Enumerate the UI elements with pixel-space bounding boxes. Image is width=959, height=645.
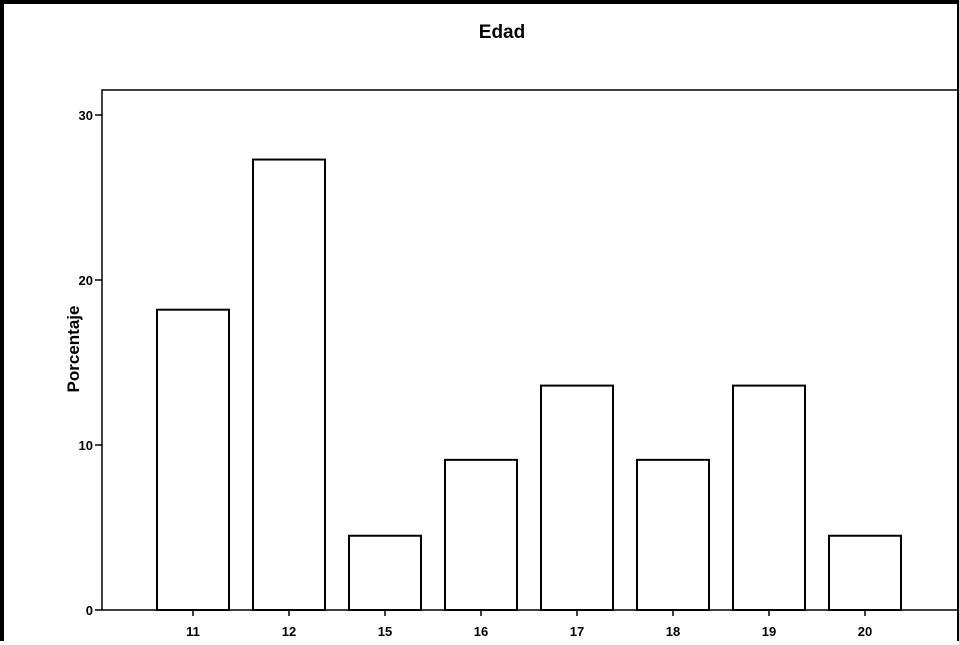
bar-11 bbox=[156, 308, 230, 611]
y-axis-label: Porcentaje bbox=[64, 306, 83, 393]
bar-16 bbox=[444, 458, 518, 611]
bars bbox=[156, 158, 902, 612]
y-tick-label: 0 bbox=[86, 603, 93, 618]
x-tick-label: 19 bbox=[762, 624, 776, 639]
bar-20 bbox=[828, 534, 902, 611]
y-tick-label: 30 bbox=[79, 108, 93, 123]
bar-17 bbox=[540, 384, 614, 611]
plot-area bbox=[101, 89, 959, 611]
bar-19 bbox=[732, 384, 806, 611]
chart-title: Edad bbox=[479, 22, 525, 43]
x-tick-label: 11 bbox=[186, 624, 200, 639]
y-tick-label: 10 bbox=[79, 438, 93, 453]
x-tick-label: 16 bbox=[474, 624, 488, 639]
bar-chart: Edad Porcentaje 0 10 20 30 11 12 15 16 17 18 19 20 bbox=[64, 22, 959, 639]
x-axis: 11 12 15 16 17 18 19 20 bbox=[186, 610, 872, 639]
x-tick-label: 18 bbox=[666, 624, 680, 639]
bar-18 bbox=[636, 458, 710, 611]
x-tick-label: 20 bbox=[858, 624, 872, 639]
y-axis: 0 10 20 30 bbox=[79, 108, 102, 618]
x-tick-label: 17 bbox=[570, 624, 584, 639]
x-tick-label: 15 bbox=[378, 624, 392, 639]
y-tick-label: 20 bbox=[79, 273, 93, 288]
x-tick-label: 12 bbox=[282, 624, 296, 639]
bar-12 bbox=[252, 158, 326, 612]
bar-15 bbox=[348, 534, 422, 611]
